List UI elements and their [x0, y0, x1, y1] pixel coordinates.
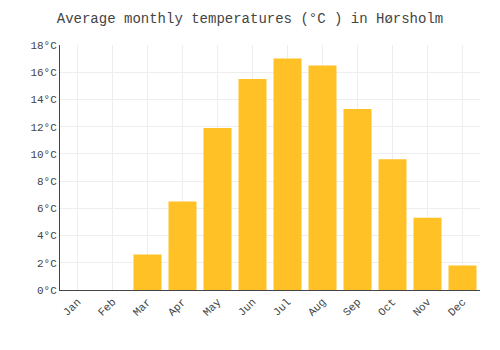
svg-text:4°C: 4°C	[37, 230, 57, 242]
svg-text:Aug: Aug	[306, 296, 328, 318]
svg-text:Dec: Dec	[446, 296, 468, 318]
svg-text:Average monthly temperatures (: Average monthly temperatures (°C ) in Hø…	[57, 11, 443, 27]
svg-text:Apr: Apr	[166, 296, 188, 318]
svg-text:18°C: 18°C	[30, 40, 57, 52]
svg-text:Sep: Sep	[341, 296, 363, 318]
svg-text:2°C: 2°C	[37, 258, 57, 270]
svg-text:12°C: 12°C	[30, 122, 57, 134]
svg-text:Jan: Jan	[61, 296, 83, 318]
svg-text:Oct: Oct	[376, 296, 398, 318]
svg-text:May: May	[201, 296, 224, 319]
svg-text:Jul: Jul	[271, 296, 293, 318]
svg-text:Mar: Mar	[131, 296, 153, 318]
svg-text:6°C: 6°C	[37, 203, 57, 215]
svg-text:Feb: Feb	[96, 296, 118, 318]
svg-text:0°C: 0°C	[37, 285, 57, 297]
svg-text:8°C: 8°C	[37, 176, 57, 188]
svg-text:10°C: 10°C	[30, 149, 57, 161]
svg-text:16°C: 16°C	[30, 67, 57, 79]
svg-text:14°C: 14°C	[30, 94, 57, 106]
svg-text:Jun: Jun	[236, 296, 258, 318]
svg-text:Nov: Nov	[411, 296, 434, 319]
